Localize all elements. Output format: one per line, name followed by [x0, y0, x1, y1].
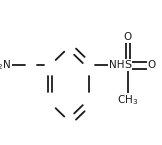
- Text: CH$_3$: CH$_3$: [117, 94, 139, 107]
- Text: O: O: [124, 32, 132, 42]
- Text: S: S: [124, 60, 132, 70]
- Text: O: O: [147, 60, 156, 70]
- Text: NH: NH: [109, 60, 124, 70]
- Text: H$_2$N: H$_2$N: [0, 58, 11, 72]
